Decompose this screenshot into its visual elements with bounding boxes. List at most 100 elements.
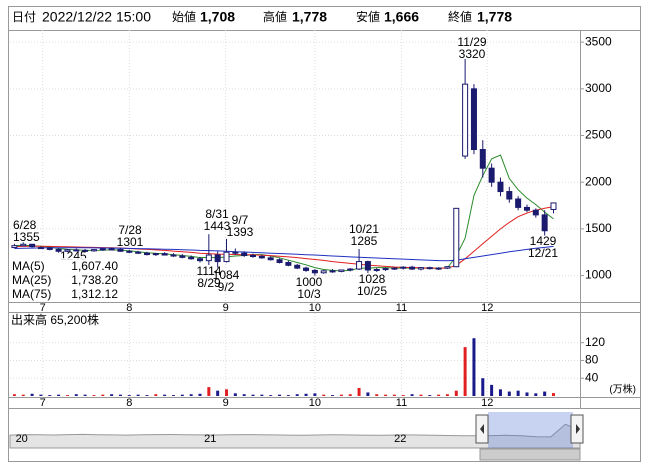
grid: 1000 1500 2000 2500 3000 3500 7 7 8 8 9 9 10 10 11 11 12… xyxy=(10,30,612,409)
volume-bar xyxy=(525,392,529,396)
annotation-date: 7/28 xyxy=(118,223,142,237)
candle-body xyxy=(311,269,318,274)
volume-bar xyxy=(225,389,229,396)
candle-body xyxy=(73,249,80,252)
annotation-value: 1429 xyxy=(530,234,557,248)
annotation-date: 9/7 xyxy=(232,213,249,227)
handle-arrow xyxy=(576,424,580,434)
candle-body xyxy=(409,266,416,270)
volume-bar xyxy=(357,388,361,396)
y-tick-label: 2500 xyxy=(585,128,612,142)
volume-bar xyxy=(428,395,432,396)
y-tick-label: 40 xyxy=(585,370,599,384)
candle-body xyxy=(515,198,522,208)
volume-bar xyxy=(498,389,502,396)
volume-bar xyxy=(180,394,184,396)
annotation-date: 10/25 xyxy=(357,284,387,298)
y-tick-label: 1500 xyxy=(585,221,612,235)
candle-body xyxy=(417,267,424,270)
annotation-value: 1000 xyxy=(296,275,323,289)
x-tick-label: 12 xyxy=(481,302,493,314)
candle-body xyxy=(294,264,301,269)
legend-value: 1,312.12 xyxy=(71,287,118,301)
candle-body xyxy=(373,269,380,272)
volume-bar xyxy=(534,393,538,396)
volume-title: 出来高 65,200株 xyxy=(11,312,99,327)
x-tick-label: 11 xyxy=(396,302,407,314)
volume-bar xyxy=(490,384,494,396)
legend-name: MA(5) xyxy=(12,259,45,273)
candle-body xyxy=(11,245,18,249)
volume-bar xyxy=(543,391,547,396)
candle-body xyxy=(356,261,363,270)
candle-body xyxy=(117,248,124,252)
quote-name: 終値 xyxy=(448,9,472,24)
volume-bar xyxy=(189,394,193,396)
volume-bar xyxy=(445,394,449,396)
navigator: 20 21 22 xyxy=(9,412,584,461)
volume-bar xyxy=(401,395,405,396)
volume-bar xyxy=(21,394,25,396)
moving-average-line xyxy=(14,245,554,262)
volume-bar xyxy=(269,395,273,396)
x-tick-label: 8 xyxy=(126,302,132,314)
volume-bar xyxy=(154,394,158,396)
quote-name: 安値 xyxy=(356,9,380,24)
candle-body xyxy=(453,207,460,268)
date: 2022/12/22 15:00 xyxy=(42,9,151,25)
y-tick-label: 3000 xyxy=(585,81,612,95)
candle-body xyxy=(197,258,203,262)
annotation-value: 1028 xyxy=(359,272,386,286)
annotation-value: 1301 xyxy=(117,235,144,249)
x-tick-label: 9 xyxy=(223,397,229,409)
candle-body xyxy=(29,243,36,248)
candle-body xyxy=(364,261,371,271)
volume-unit: (万株) xyxy=(609,383,636,396)
candle-body xyxy=(303,267,310,271)
x-tick-label: 10 xyxy=(309,397,321,409)
volume-bar xyxy=(295,394,299,396)
quote-header: 日付 2022/12/22 15:00 始値 1,708 高値 1,778 安値 1,66… xyxy=(12,9,512,25)
candle-body xyxy=(444,266,451,269)
candle-body xyxy=(90,249,97,252)
annotation-date: 8/31 xyxy=(205,207,229,221)
volume-bar xyxy=(304,393,308,396)
candle-body xyxy=(241,252,248,256)
volume-bar xyxy=(110,394,114,396)
volume-bar xyxy=(163,394,167,396)
volume-bar xyxy=(30,393,34,396)
candle-body xyxy=(276,259,283,264)
volume-bar xyxy=(83,394,87,396)
quote-value: 1,708 xyxy=(200,9,235,25)
y-tick-label: 3500 xyxy=(585,34,612,48)
volume-bar xyxy=(57,394,61,396)
candle-body xyxy=(55,248,62,252)
legend-name: MA(75) xyxy=(12,287,51,301)
volume-bar xyxy=(410,394,414,396)
date-label: 日付 xyxy=(12,10,36,24)
volume-bar xyxy=(516,390,520,396)
volume-bar xyxy=(286,395,290,396)
volume-bar xyxy=(136,394,140,396)
candle-body xyxy=(550,202,557,210)
annotation-value: 3320 xyxy=(459,47,486,61)
candle-body xyxy=(320,270,327,274)
candle-body xyxy=(400,266,407,269)
annotation-value: 1114 xyxy=(197,264,222,278)
candle-body xyxy=(488,167,495,183)
candle-body xyxy=(479,149,486,169)
quote-value: 1,778 xyxy=(477,9,512,25)
annotation-date: 6/28 xyxy=(13,218,37,232)
volume-bar xyxy=(171,395,175,396)
candle-body xyxy=(338,269,345,272)
overview-tick-label: 21 xyxy=(204,433,216,445)
volume-bar xyxy=(101,394,105,396)
candle-body xyxy=(135,251,142,254)
candle-body xyxy=(523,206,530,211)
legend-box xyxy=(9,258,121,301)
volume-bar xyxy=(145,395,149,396)
annotation-date: 10/3 xyxy=(297,287,321,301)
volume-bar xyxy=(454,390,458,396)
